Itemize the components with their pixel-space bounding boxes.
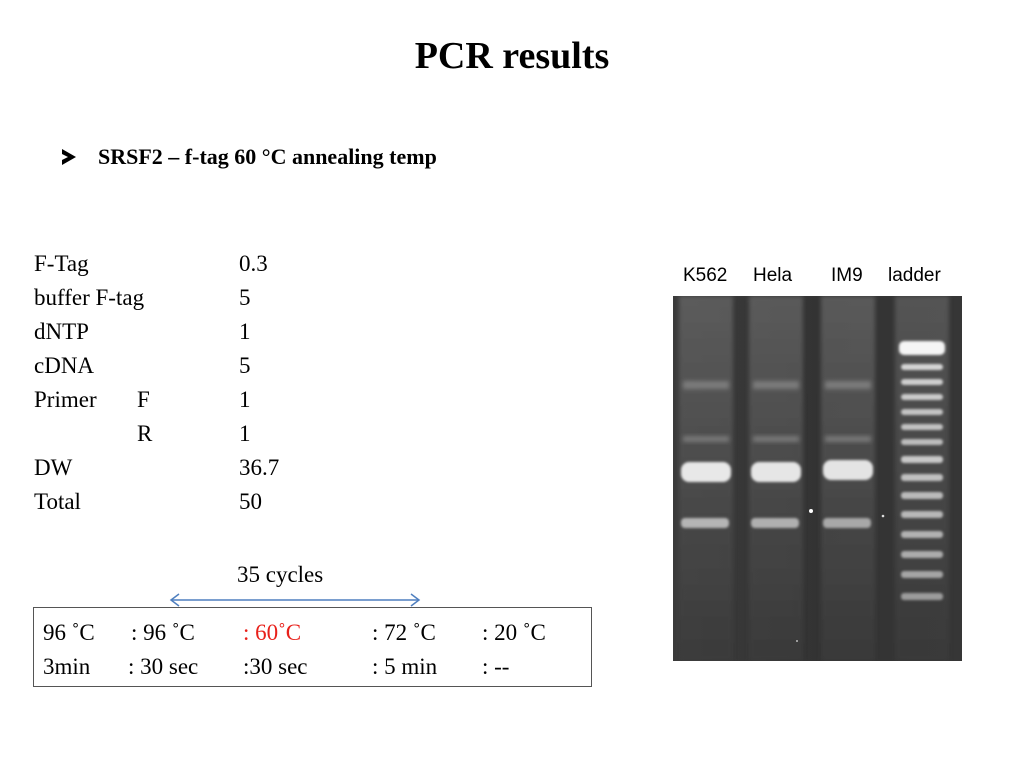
time-step-2: : 30 sec (128, 654, 199, 679)
reagent-name: cDNA (34, 353, 95, 378)
time-step-4: : 5 min (372, 654, 438, 679)
gel-lane-label: Hela (753, 265, 793, 286)
page-title: PCR results (414, 35, 610, 77)
reagent-name: F-Tag (34, 251, 89, 276)
gel-lane-label: IM9 (831, 265, 863, 286)
temp-step-5: : 20 ˚C (482, 620, 546, 645)
reagent-name: DW (34, 455, 73, 480)
gel-lane-label: K562 (683, 265, 728, 286)
cycle-range-arrow-icon (169, 593, 421, 607)
arrow-bullet-icon (62, 149, 76, 165)
reagent-value: 1 (239, 319, 251, 344)
temp-step-1: 96 ˚C (43, 620, 95, 645)
reagent-name: Primer (34, 387, 97, 412)
reagent-primer-direction: R (137, 421, 153, 446)
time-step-5: : -- (482, 654, 510, 679)
reagent-value: 5 (239, 285, 251, 310)
bullet-text: SRSF2 – f-tag 60 °C annealing temp (98, 144, 437, 169)
reagent-name: Total (34, 489, 81, 514)
cycles-label: 35 cycles (237, 562, 324, 587)
reagent-value: 5 (239, 353, 251, 378)
reagent-value: 1 (239, 387, 251, 412)
reagent-name: dNTP (34, 319, 89, 344)
bullet-item: SRSF2 – f-tag 60 °C annealing temp (62, 144, 437, 170)
temp-step-2: : 96 ˚C (131, 620, 195, 645)
gel-lane-label: ladder (888, 265, 941, 286)
time-step-1: 3min (43, 654, 91, 679)
cycling-conditions-box: 96 ˚C : 96 ˚C : 60˚C : 72 ˚C : 20 ˚C 3mi… (33, 607, 592, 687)
time-step-3: :30 sec (243, 654, 308, 679)
temp-step-4: : 72 ˚C (372, 620, 436, 645)
reagent-value: 0.3 (239, 251, 268, 276)
reagent-primer-direction: F (137, 387, 150, 412)
reagent-name: buffer F-tag (34, 285, 145, 310)
reagent-value: 50 (239, 489, 262, 514)
gel-electrophoresis-image (673, 296, 962, 661)
reagent-value: 1 (239, 421, 251, 446)
reagent-value: 36.7 (239, 455, 280, 480)
temp-step-3-annealing: : 60˚C (243, 620, 302, 645)
